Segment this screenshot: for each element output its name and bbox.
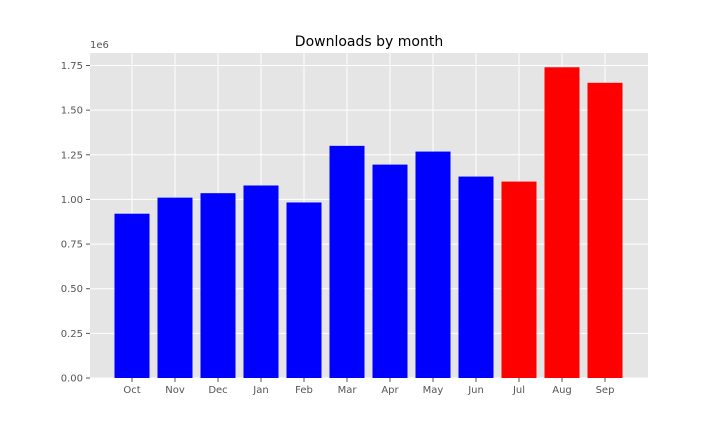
y-tick-label: 1.50 bbox=[61, 106, 83, 117]
x-tick-label: Apr bbox=[381, 385, 399, 396]
x-tick-label: Sep bbox=[596, 385, 615, 396]
y-tick-label: 0.00 bbox=[61, 374, 83, 385]
x-axis: Oct Nov Dec Jan Feb Mar Apr May Jun Jul Aug Sep bbox=[123, 378, 614, 396]
bar-jun bbox=[458, 176, 494, 378]
y-tick-label: 0.25 bbox=[61, 329, 83, 340]
bar-feb bbox=[286, 202, 322, 378]
y-tick-label: 1.25 bbox=[61, 150, 83, 161]
y-axis: 0.00 0.25 0.50 0.75 1.00 1.25 1.50 1.75 bbox=[61, 61, 90, 385]
bar-oct bbox=[114, 213, 150, 378]
x-tick-label: Mar bbox=[338, 385, 358, 396]
x-tick-label: Nov bbox=[165, 385, 185, 396]
x-tick-label: Dec bbox=[208, 385, 227, 396]
bar-jul bbox=[501, 181, 537, 378]
x-tick-label: Aug bbox=[552, 385, 572, 396]
bar-jan bbox=[243, 185, 279, 378]
x-tick-label: Oct bbox=[123, 385, 140, 396]
bars bbox=[114, 67, 623, 379]
bar-may bbox=[415, 151, 451, 378]
x-tick-label: May bbox=[423, 385, 444, 396]
y-tick-label: 0.50 bbox=[61, 284, 83, 295]
bar-apr bbox=[372, 164, 408, 378]
x-tick-label: Jul bbox=[512, 385, 525, 396]
bar-mar bbox=[329, 145, 365, 378]
y-tick-label: 1.75 bbox=[61, 61, 83, 72]
y-tick-label: 1.00 bbox=[61, 195, 83, 206]
bar-sep bbox=[587, 82, 623, 379]
x-tick-label: Jun bbox=[467, 385, 484, 396]
bar-nov bbox=[157, 197, 193, 378]
bar-aug bbox=[544, 67, 580, 379]
bar-dec bbox=[200, 193, 236, 378]
x-tick-label: Feb bbox=[295, 385, 313, 396]
x-tick-label: Jan bbox=[252, 385, 268, 396]
chart-title: Downloads by month bbox=[295, 34, 443, 50]
y-tick-label: 0.75 bbox=[61, 240, 83, 251]
y-offset-label: 1e6 bbox=[90, 40, 109, 51]
